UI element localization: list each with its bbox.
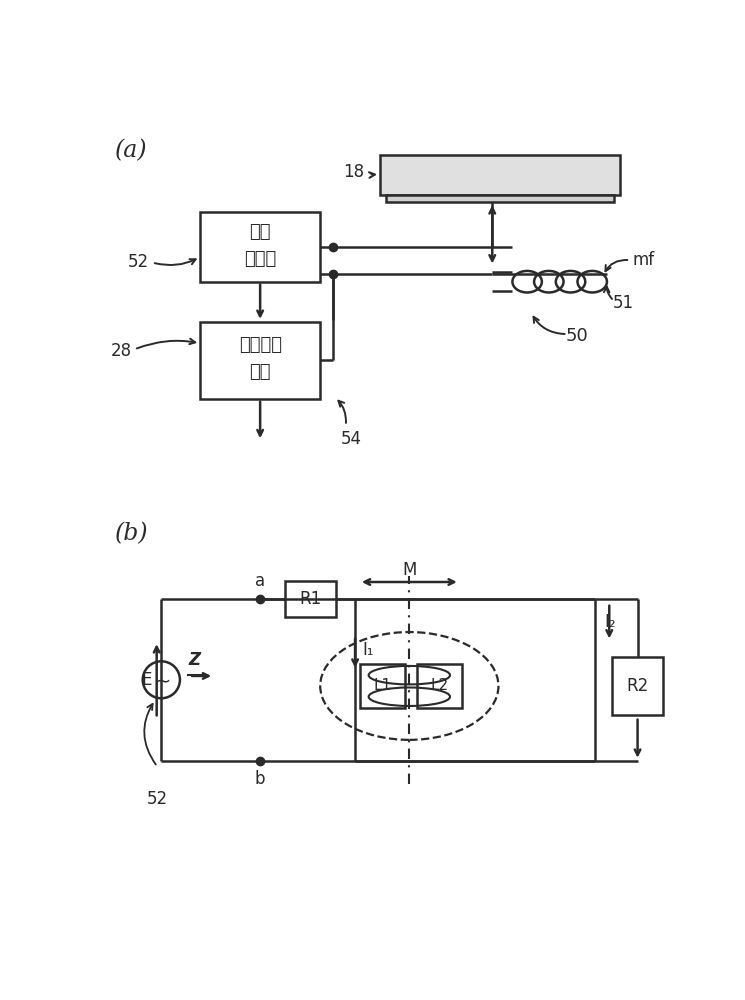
Text: $\sim$: $\sim$ (151, 670, 171, 689)
Bar (285, 581, 336, 617)
Text: 51: 51 (612, 294, 633, 312)
Text: I₁: I₁ (363, 641, 374, 659)
Text: (b): (b) (115, 522, 148, 545)
Bar (200, 212, 320, 282)
Bar (417, 664, 462, 708)
Text: E: E (142, 671, 152, 689)
Text: M: M (402, 561, 416, 579)
Text: 18: 18 (343, 163, 364, 181)
Bar (612, 657, 663, 715)
Text: I₂: I₂ (605, 613, 616, 631)
Bar (386, 195, 614, 202)
Text: R2: R2 (627, 677, 649, 695)
Text: 52: 52 (147, 790, 168, 808)
Text: (a): (a) (115, 139, 148, 162)
Text: b: b (255, 770, 265, 788)
Text: 28: 28 (111, 342, 132, 360)
Bar (380, 155, 620, 195)
Text: R1: R1 (299, 590, 322, 608)
Text: L2: L2 (431, 678, 448, 693)
Text: 交流
信号源: 交流 信号源 (244, 223, 276, 268)
Bar (361, 664, 405, 708)
Text: a: a (255, 572, 264, 590)
Text: L1: L1 (374, 678, 392, 693)
Text: 同步检波
电路: 同步检波 电路 (238, 336, 282, 381)
Text: Z: Z (188, 651, 200, 669)
Bar (200, 322, 320, 399)
Text: mf: mf (633, 251, 655, 269)
Text: 52: 52 (128, 253, 149, 271)
Text: 50: 50 (566, 327, 589, 345)
Text: 54: 54 (341, 430, 362, 448)
